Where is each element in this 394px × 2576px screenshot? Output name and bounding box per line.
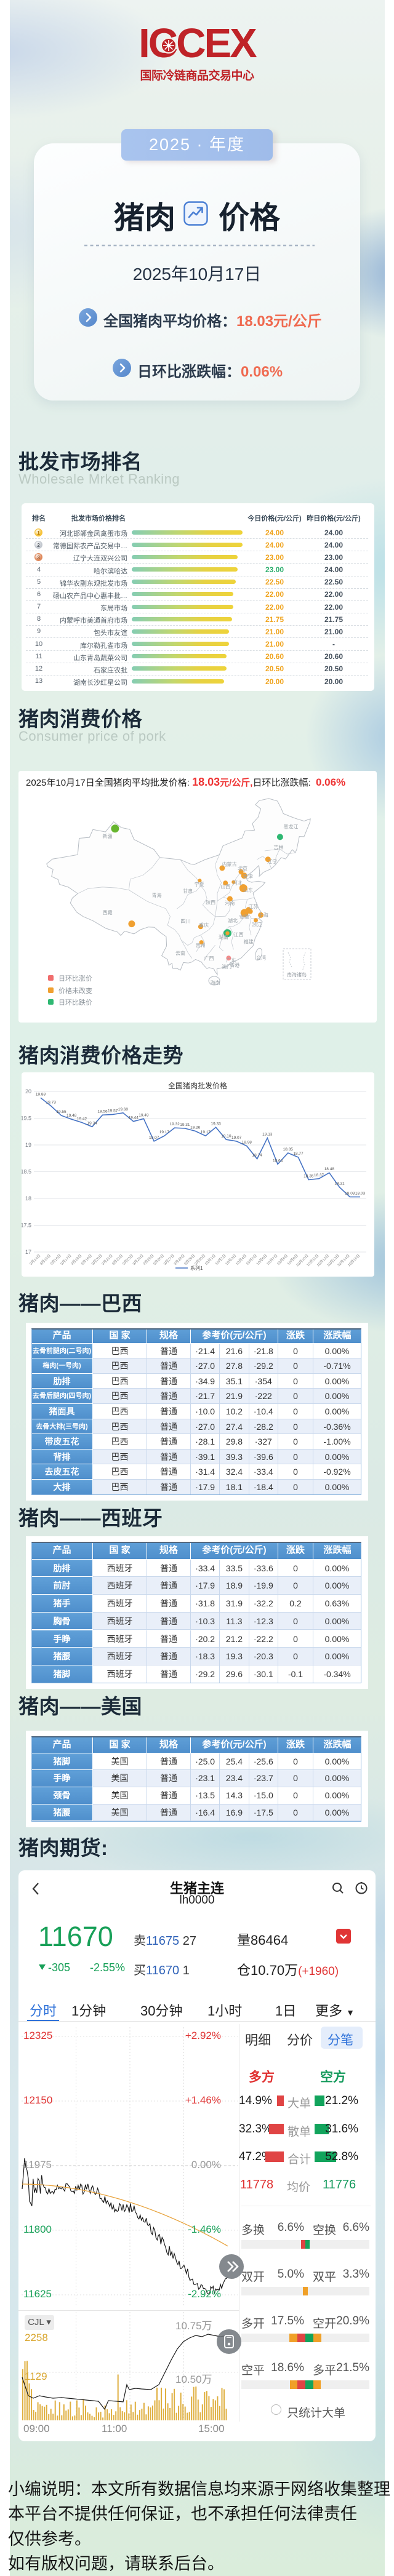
svg-text:西藏: 西藏 [103,909,113,915]
svg-text:18.37: 18.37 [314,1173,324,1178]
svg-text:19.17: 19.17 [201,1130,211,1134]
svg-text:云南: 云南 [175,950,185,956]
svg-text:新疆: 新疆 [103,833,113,839]
svg-text:18.74: 18.74 [252,1154,262,1158]
svg-text:19.48: 19.48 [66,1114,77,1118]
svg-text:山东: 山东 [243,887,253,893]
svg-text:18.98: 18.98 [242,1141,252,1145]
svg-text:青海: 青海 [152,892,162,898]
svg-text:20: 20 [25,1088,31,1095]
svg-text:上海: 上海 [259,912,268,918]
svg-text:19.33: 19.33 [211,1122,221,1126]
svg-text:19.56: 19.56 [97,1109,108,1114]
svg-text:19.57: 19.57 [108,1109,118,1113]
svg-text:19.17: 19.17 [159,1130,170,1134]
svg-text:河北: 河北 [233,880,243,886]
svg-text:19.44: 19.44 [129,1116,139,1120]
svg-text:全国猪肉批发价格: 全国猪肉批发价格 [168,1081,227,1090]
svg-text:18.64: 18.64 [273,1158,283,1163]
svg-text:辽宁: 辽宁 [267,858,277,864]
svg-text:19.60: 19.60 [118,1107,129,1112]
svg-text:四川: 四川 [181,919,191,924]
svg-text:19.32: 19.32 [169,1122,180,1127]
svg-text:台湾: 台湾 [256,954,266,960]
svg-text:19.31: 19.31 [180,1123,190,1127]
svg-text:18.48: 18.48 [324,1167,335,1171]
svg-text:17: 17 [25,1249,31,1255]
svg-text:18.77: 18.77 [293,1152,304,1156]
svg-text:18.5: 18.5 [22,1169,31,1175]
svg-text:北京: 北京 [238,866,247,872]
svg-text:19.13: 19.13 [262,1133,273,1137]
svg-text:19.07: 19.07 [149,1136,159,1140]
svg-text:18.85: 18.85 [283,1147,294,1152]
svg-text:山西: 山西 [220,883,230,890]
svg-text:浙江: 浙江 [252,921,262,927]
svg-text:广东: 广东 [226,957,236,963]
svg-text:18.21: 18.21 [334,1182,345,1186]
svg-text:黑龙江: 黑龙江 [283,823,298,829]
svg-text:系列1: 系列1 [190,1265,203,1271]
svg-text:18.03: 18.03 [345,1191,355,1195]
svg-text:19.10: 19.10 [221,1134,231,1138]
svg-text:19.5: 19.5 [22,1115,31,1122]
svg-text:19.34: 19.34 [87,1121,98,1125]
svg-text:19: 19 [25,1142,31,1148]
svg-text:吉林: 吉林 [273,844,283,850]
svg-text:内蒙古: 内蒙古 [222,861,237,867]
svg-text:湖北: 湖北 [228,918,238,923]
svg-text:江西: 江西 [234,932,244,938]
svg-text:澳门: 澳门 [222,963,231,970]
svg-text:19.07: 19.07 [231,1136,242,1140]
svg-text:18.35: 18.35 [304,1174,314,1179]
svg-text:18.03: 18.03 [355,1191,366,1195]
svg-text:甘肃: 甘肃 [183,888,193,894]
svg-text:19.88: 19.88 [36,1092,46,1096]
svg-text:17.5: 17.5 [22,1222,31,1229]
svg-text:福建: 福建 [244,939,254,945]
svg-text:18: 18 [25,1195,31,1202]
svg-text:重庆: 重庆 [199,922,209,928]
svg-text:19.73: 19.73 [46,1101,57,1105]
svg-text:19.42: 19.42 [77,1117,87,1122]
svg-text:19.49: 19.49 [139,1113,149,1117]
svg-text:南海诸岛: 南海诸岛 [287,971,307,978]
svg-text:19.55: 19.55 [56,1110,66,1114]
svg-text:贵州: 贵州 [196,943,206,949]
svg-text:广西: 广西 [204,955,214,962]
svg-text:19.26: 19.26 [190,1125,201,1130]
svg-text:陕西: 陕西 [206,899,215,905]
svg-text:江苏: 江苏 [248,904,258,910]
svg-text:宁夏: 宁夏 [195,881,204,887]
svg-text:香港: 香港 [230,962,239,968]
svg-text:天津: 天津 [243,873,253,879]
svg-text:安徽: 安徽 [239,914,249,920]
svg-text:湖南: 湖南 [219,934,228,940]
svg-text:海南: 海南 [211,979,220,986]
svg-text:河南: 河南 [225,900,235,906]
